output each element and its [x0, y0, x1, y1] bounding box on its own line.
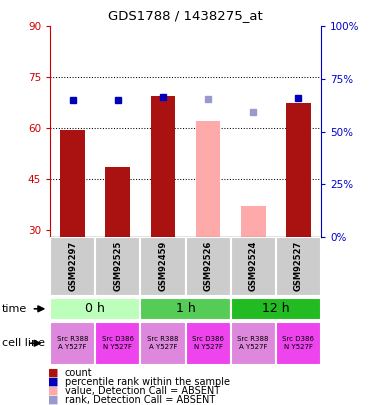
- Text: value, Detection Call = ABSENT: value, Detection Call = ABSENT: [65, 386, 220, 396]
- Bar: [95, 237, 140, 296]
- Text: ■: ■: [48, 377, 59, 387]
- Text: percentile rank within the sample: percentile rank within the sample: [65, 377, 230, 387]
- Text: 1 h: 1 h: [175, 302, 196, 315]
- Bar: [186, 237, 231, 296]
- Bar: [140, 298, 231, 320]
- Bar: [151, 96, 175, 237]
- Text: cell line: cell line: [2, 338, 45, 348]
- Text: GSM92525: GSM92525: [113, 241, 122, 292]
- Text: Src D386
N Y527F: Src D386 N Y527F: [192, 337, 224, 350]
- Bar: [50, 322, 95, 364]
- Bar: [95, 322, 140, 364]
- Text: time: time: [2, 304, 27, 314]
- Text: 12 h: 12 h: [262, 302, 290, 315]
- Text: rank, Detection Call = ABSENT: rank, Detection Call = ABSENT: [65, 395, 215, 405]
- Bar: [231, 298, 321, 320]
- Text: GSM92297: GSM92297: [68, 241, 77, 291]
- Text: count: count: [65, 368, 92, 378]
- Text: ■: ■: [48, 368, 59, 378]
- Bar: [50, 237, 95, 296]
- Text: Src R388
A Y527F: Src R388 A Y527F: [147, 337, 179, 350]
- Text: Src R388
A Y527F: Src R388 A Y527F: [57, 337, 88, 350]
- Text: GSM92524: GSM92524: [249, 241, 258, 292]
- Text: GSM92527: GSM92527: [294, 241, 303, 292]
- Text: GSM92526: GSM92526: [204, 241, 213, 292]
- Text: ■: ■: [48, 386, 59, 396]
- Bar: [231, 237, 276, 296]
- Title: GDS1788 / 1438275_at: GDS1788 / 1438275_at: [108, 9, 263, 22]
- Bar: [241, 207, 266, 237]
- Bar: [186, 322, 231, 364]
- Bar: [196, 122, 220, 237]
- Bar: [105, 167, 130, 237]
- Text: 0 h: 0 h: [85, 302, 105, 315]
- Text: ■: ■: [48, 395, 59, 405]
- Bar: [231, 322, 276, 364]
- Text: Src R388
A Y527F: Src R388 A Y527F: [237, 337, 269, 350]
- Text: Src D386
N Y527F: Src D386 N Y527F: [102, 337, 134, 350]
- Bar: [60, 130, 85, 237]
- Bar: [140, 322, 186, 364]
- Text: GSM92459: GSM92459: [158, 241, 167, 292]
- Bar: [140, 237, 186, 296]
- Bar: [286, 103, 311, 237]
- Bar: [276, 237, 321, 296]
- Text: Src D386
N Y527F: Src D386 N Y527F: [282, 337, 314, 350]
- Bar: [276, 322, 321, 364]
- Bar: [50, 298, 140, 320]
